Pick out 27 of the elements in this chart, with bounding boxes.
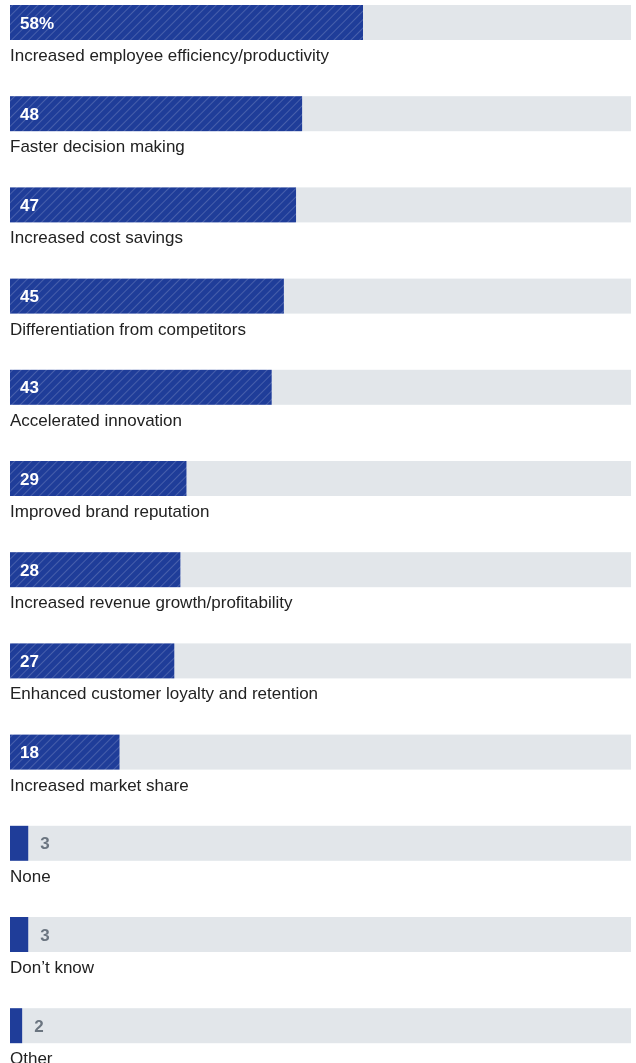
y-tick-label: Improved brand reputation	[10, 502, 210, 521]
data-label: 3	[40, 925, 50, 945]
y-tick-label: None	[10, 866, 51, 886]
bar	[10, 917, 29, 952]
data-label: 28	[20, 560, 39, 580]
y-tick-label: Don’t know	[10, 958, 95, 977]
data-label: 47	[20, 195, 39, 215]
bar	[10, 734, 120, 770]
y-tick-label: Enhanced customer loyalty and retention	[10, 684, 319, 704]
data-label: 45	[20, 287, 39, 307]
bar	[10, 1008, 23, 1044]
y-tick-label: Increased employee efficiency/productivity	[10, 46, 330, 65]
data-label: 43	[20, 378, 39, 398]
y-tick-label: Increased cost savings	[10, 228, 183, 248]
data-label: 3	[40, 834, 50, 854]
data-label: 2	[34, 1016, 44, 1036]
data-label: 27	[20, 651, 39, 671]
bar	[10, 825, 29, 861]
y-tick-label: Faster decision making	[10, 137, 185, 157]
data-label: 58%	[20, 13, 55, 33]
data-label: 18	[20, 743, 39, 763]
data-label: 48	[20, 104, 39, 124]
data-label: 29	[20, 469, 39, 489]
y-tick-label: Differentiation from competitors	[10, 319, 246, 339]
y-tick-label: Increased revenue growth/profitability	[10, 593, 294, 613]
y-tick-label: Accelerated innovation	[10, 410, 183, 430]
y-tick-label: Increased market share	[10, 775, 189, 795]
